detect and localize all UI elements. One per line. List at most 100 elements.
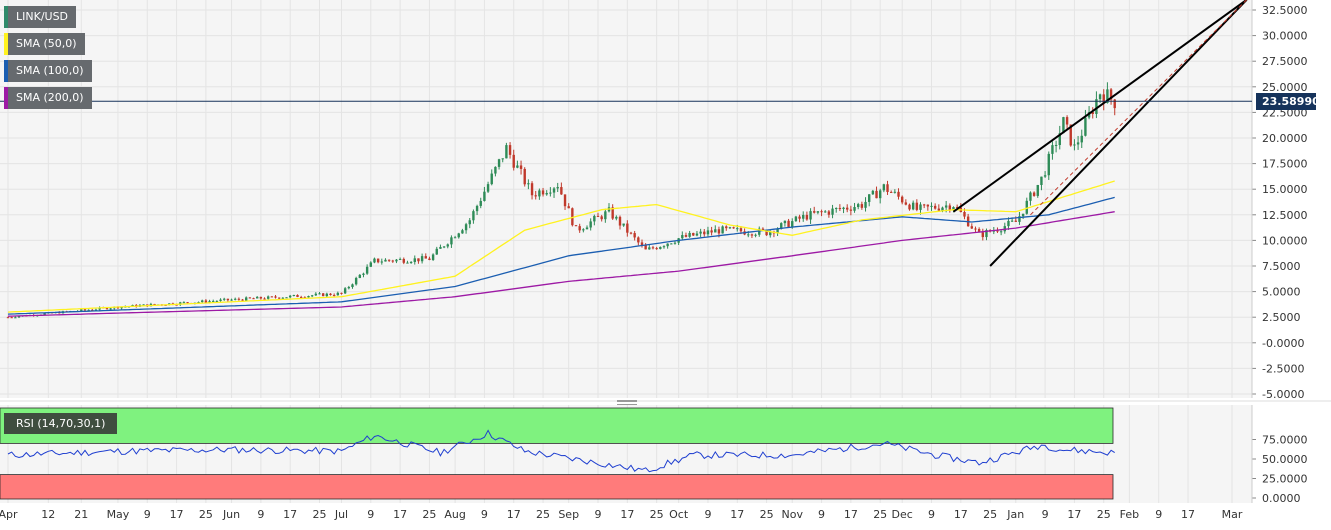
candle-body <box>996 230 999 232</box>
candle-body <box>633 233 636 238</box>
x-tick-label: Aug <box>444 508 465 521</box>
candle-body <box>358 274 362 278</box>
x-tick-label: 17 <box>954 508 968 521</box>
candle-body <box>977 228 981 233</box>
candle-body <box>120 306 123 309</box>
candle-body <box>43 313 46 315</box>
candle-body <box>673 242 677 244</box>
candle-body <box>1029 192 1032 201</box>
candle-body <box>1032 192 1036 196</box>
candle-body <box>204 300 208 303</box>
candle-body <box>930 205 933 207</box>
candle-body <box>637 237 640 243</box>
candle-body <box>153 303 156 305</box>
candle-body <box>882 184 886 191</box>
x-tick-label: 12 <box>41 508 55 521</box>
candle-body <box>208 301 211 303</box>
candle-body <box>201 300 204 303</box>
candle-body <box>728 227 732 229</box>
candle-body <box>424 256 427 259</box>
x-tick-label: 17 <box>283 508 297 521</box>
candle-body <box>648 247 651 250</box>
y-tick-label: 32.5000 <box>1262 4 1308 17</box>
candle-body <box>80 309 83 311</box>
x-tick-label: 9 <box>481 508 488 521</box>
x-tick-label: Apr <box>0 508 18 521</box>
candle-body <box>417 258 420 262</box>
candle-body <box>611 207 614 219</box>
candle-body <box>182 302 186 304</box>
candle-body <box>413 258 416 262</box>
x-tick-label: 25 <box>536 508 550 521</box>
candle-body <box>666 243 669 247</box>
candle-body <box>955 207 959 209</box>
y-tick-label: 20.0000 <box>1262 132 1308 145</box>
candle-body <box>644 245 647 250</box>
candle-body <box>398 258 402 260</box>
x-tick-label: Jun <box>222 508 240 521</box>
x-tick-label: 17 <box>1067 508 1081 521</box>
candle-body <box>351 284 354 288</box>
candle-body <box>292 294 296 296</box>
candle-body <box>582 229 585 231</box>
candle-body <box>420 256 424 262</box>
rsi-overbought-zone <box>0 407 1114 444</box>
candle-body <box>387 259 391 261</box>
candle-body <box>681 235 684 239</box>
x-tick-label: Jul <box>334 508 348 521</box>
candle-body <box>464 224 468 231</box>
candle-body <box>893 191 897 193</box>
candle-body <box>1084 117 1087 136</box>
candle-body <box>248 297 252 299</box>
x-tick-label: 25 <box>760 508 774 521</box>
x-tick-label: 9 <box>1042 508 1049 521</box>
x-tick-label: 25 <box>422 508 436 521</box>
candle-body <box>886 184 889 192</box>
x-tick-label: 17 <box>620 508 634 521</box>
x-tick-label: Dec <box>892 508 913 521</box>
candle-body <box>853 207 856 211</box>
candle-body <box>428 258 431 260</box>
candle-body <box>684 235 688 237</box>
candle-body <box>14 317 17 319</box>
candle-body <box>875 190 878 199</box>
candle-body <box>824 211 827 213</box>
candle-body <box>747 234 750 236</box>
candle-body <box>523 168 526 185</box>
candle-body <box>223 298 226 300</box>
candle-body <box>321 293 325 297</box>
x-tick-label: 9 <box>257 508 264 521</box>
candle-body <box>373 258 376 263</box>
candle-body <box>288 295 292 298</box>
y-tick-label: 15.0000 <box>1262 183 1308 196</box>
candle-body <box>212 301 215 303</box>
x-tick-label: 17 <box>730 508 744 521</box>
candle-body <box>695 233 699 236</box>
candle-body <box>541 190 545 195</box>
y-tick-label: -5.0000 <box>1262 388 1304 401</box>
candle-body <box>475 205 479 212</box>
candle-body <box>798 216 801 219</box>
candle-body <box>409 261 413 263</box>
candle-body <box>900 196 904 203</box>
legend-sma200-swatch <box>4 87 8 109</box>
candle-body <box>791 221 794 227</box>
candle-body <box>461 230 464 234</box>
candle-body <box>266 296 270 299</box>
candle-body <box>754 234 757 236</box>
y-tick-label: 27.5000 <box>1262 55 1308 68</box>
candle-body <box>941 207 944 211</box>
candle-body <box>827 211 831 215</box>
candle-body <box>688 232 691 237</box>
candle-body <box>1106 89 1109 103</box>
candle-body <box>10 317 13 319</box>
candle-body <box>809 211 812 220</box>
candle-body <box>860 204 864 208</box>
rsi-y-tick-label: 0.0000 <box>1262 492 1301 505</box>
main-plot-bg <box>0 0 1252 398</box>
candle-body <box>457 233 460 238</box>
candle-body <box>527 183 530 185</box>
channel-lower-line <box>989 0 1248 267</box>
rsi-line <box>7 429 1115 473</box>
